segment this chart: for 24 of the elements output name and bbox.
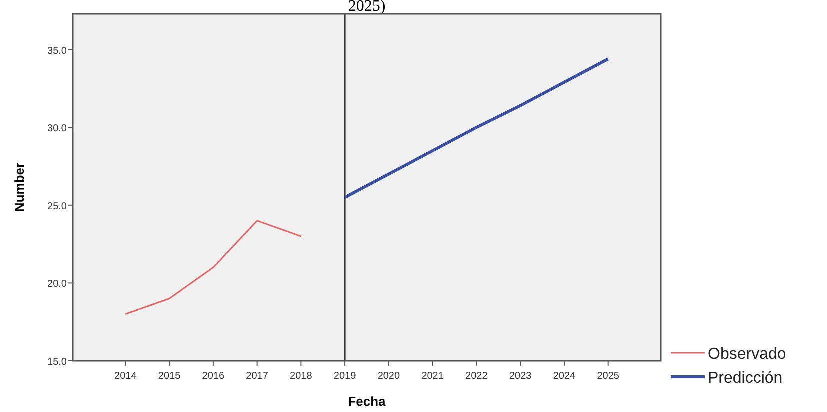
x-tick-label: 2014 bbox=[114, 371, 138, 382]
x-tick-label: 2024 bbox=[553, 371, 576, 382]
x-tick-label: 2015 bbox=[158, 371, 182, 382]
y-axis-title: Number bbox=[12, 162, 27, 212]
line-series bbox=[344, 58, 610, 200]
line-series bbox=[124, 220, 302, 316]
y-tick-label: 35.0 bbox=[48, 46, 68, 57]
x-tick-label: 2017 bbox=[246, 371, 269, 382]
legend-label: Predicción bbox=[708, 370, 783, 387]
x-tick-label: 2023 bbox=[509, 371, 532, 382]
y-tick-label: 30.0 bbox=[48, 124, 68, 135]
y-tick-label: 25.0 bbox=[48, 201, 68, 212]
y-tick-label: 15.0 bbox=[48, 357, 68, 368]
x-tick-label: 2022 bbox=[466, 371, 488, 382]
x-tick-label: 2018 bbox=[290, 371, 313, 382]
x-axis-title: Fecha bbox=[348, 394, 387, 409]
x-tick-label: 2016 bbox=[202, 371, 225, 382]
chart-title: 2025) bbox=[348, 0, 386, 15]
x-tick-label: 2021 bbox=[422, 371, 444, 382]
legend-label: Observado bbox=[708, 346, 786, 363]
x-tick-label: 2025 bbox=[597, 371, 620, 382]
y-tick-label: 20.0 bbox=[48, 279, 68, 290]
x-tick-label: 2019 bbox=[334, 371, 357, 382]
x-tick-label: 2020 bbox=[378, 371, 400, 382]
